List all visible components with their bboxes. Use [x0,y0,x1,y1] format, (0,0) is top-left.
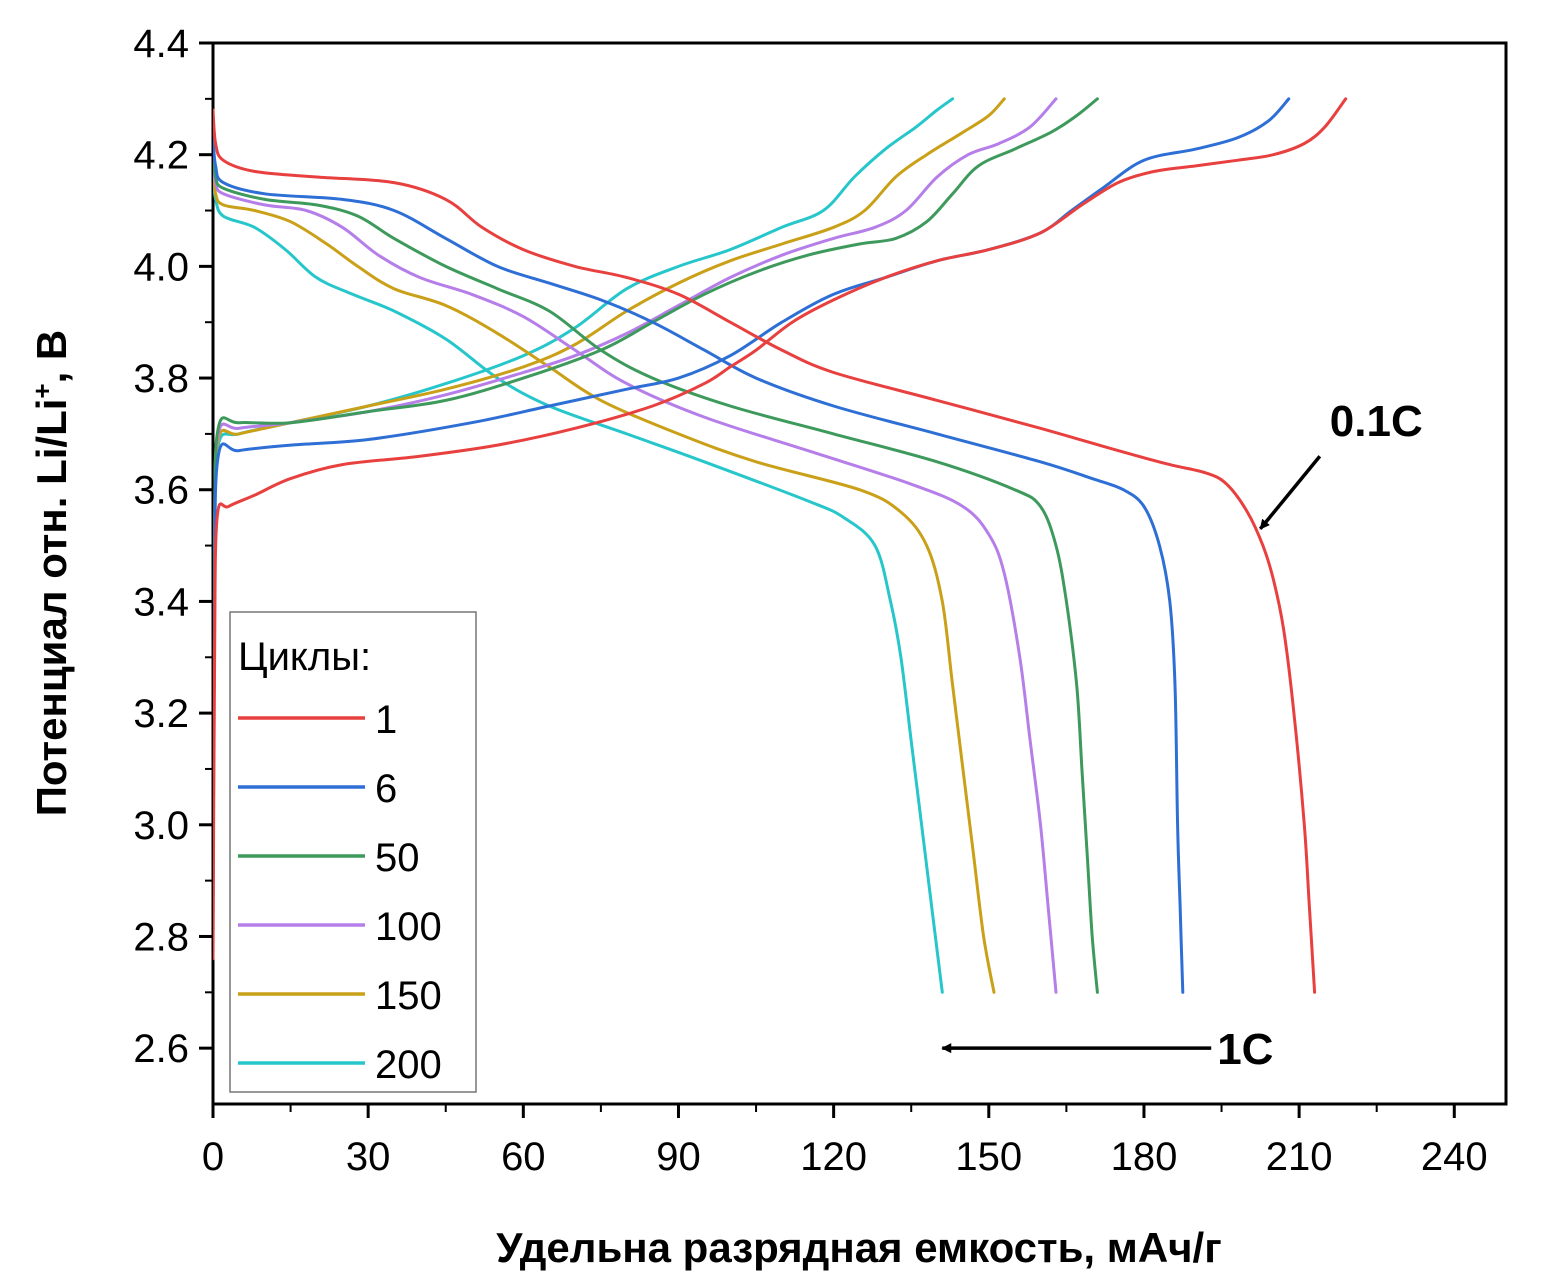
y-tick-label: 3.4 [133,580,189,624]
legend-label-1: 1 [375,698,397,742]
annotation-label-1: 0.1C [1330,397,1423,446]
y-tick-label: 4.0 [133,245,189,289]
series-line-1-charge [213,97,1348,961]
x-tick-label: 90 [656,1135,701,1179]
y-tick-label: 3.0 [133,804,189,848]
y-tick-label: 3.2 [133,692,189,736]
legend-label-50: 50 [375,836,420,880]
legend-label-100: 100 [375,905,442,949]
series-line-150-discharge [213,164,996,994]
series-line-6-charge [213,97,1291,938]
x-tick-label: 60 [501,1135,546,1179]
legend-items: 1 6 50 100 150 200 [238,698,442,1087]
x-tick-label: 180 [1111,1135,1178,1179]
x-tick-label: 240 [1421,1135,1488,1179]
y-tick-label: 2.6 [133,1027,189,1071]
y-axis-title-sup: + [27,383,57,398]
annotation-arrow-1 [1258,455,1322,530]
x-tick-label: 0 [202,1135,224,1179]
series-line-50-charge [213,97,1099,883]
y-tick-label: 3.8 [133,357,189,401]
series-line-1-discharge [213,108,1317,994]
series-line-50-discharge [213,153,1099,994]
y-axis-title-tail: , В [28,330,75,384]
legend-title: Циклы: [238,635,371,679]
legend-label-200: 200 [375,1043,442,1087]
x-tick-label: 120 [800,1135,867,1179]
x-tick-label: 30 [346,1135,391,1179]
legend: Циклы: 1 6 50 100 150 200 [229,611,477,1093]
annotations: 0.1C 1C [941,397,1423,1074]
y-axis-title: Потенциал отн. Li/Li+, В [27,330,75,817]
y-tick-label: 2.8 [133,915,189,959]
annotation-label-2: 1C [1217,1025,1273,1074]
legend-box [229,611,477,1093]
legend-label-150: 150 [375,974,442,1018]
x-axis-title: Удельна разрядная емкость, мАч/г [496,1224,1221,1271]
series-line-6-discharge [213,136,1185,994]
x-tick-label: 210 [1266,1135,1333,1179]
legend-label-6: 6 [375,767,397,811]
series-line-200-discharge [213,175,944,994]
x-tick-label: 150 [955,1135,1022,1179]
axis-ticks: 0 30 60 90 120 150 180 210 2402.62.83.03.23.43.6… [133,22,1487,1179]
series-line-100-charge [213,97,1058,871]
series-line-100-discharge [213,158,1058,994]
y-axis-title-main: Потенциал отн. Li/Li [28,399,75,817]
y-tick-label: 4.2 [133,134,189,178]
series-layer [213,97,1348,994]
y-tick-label: 3.6 [133,469,189,513]
y-tick-label: 4.4 [133,22,189,66]
